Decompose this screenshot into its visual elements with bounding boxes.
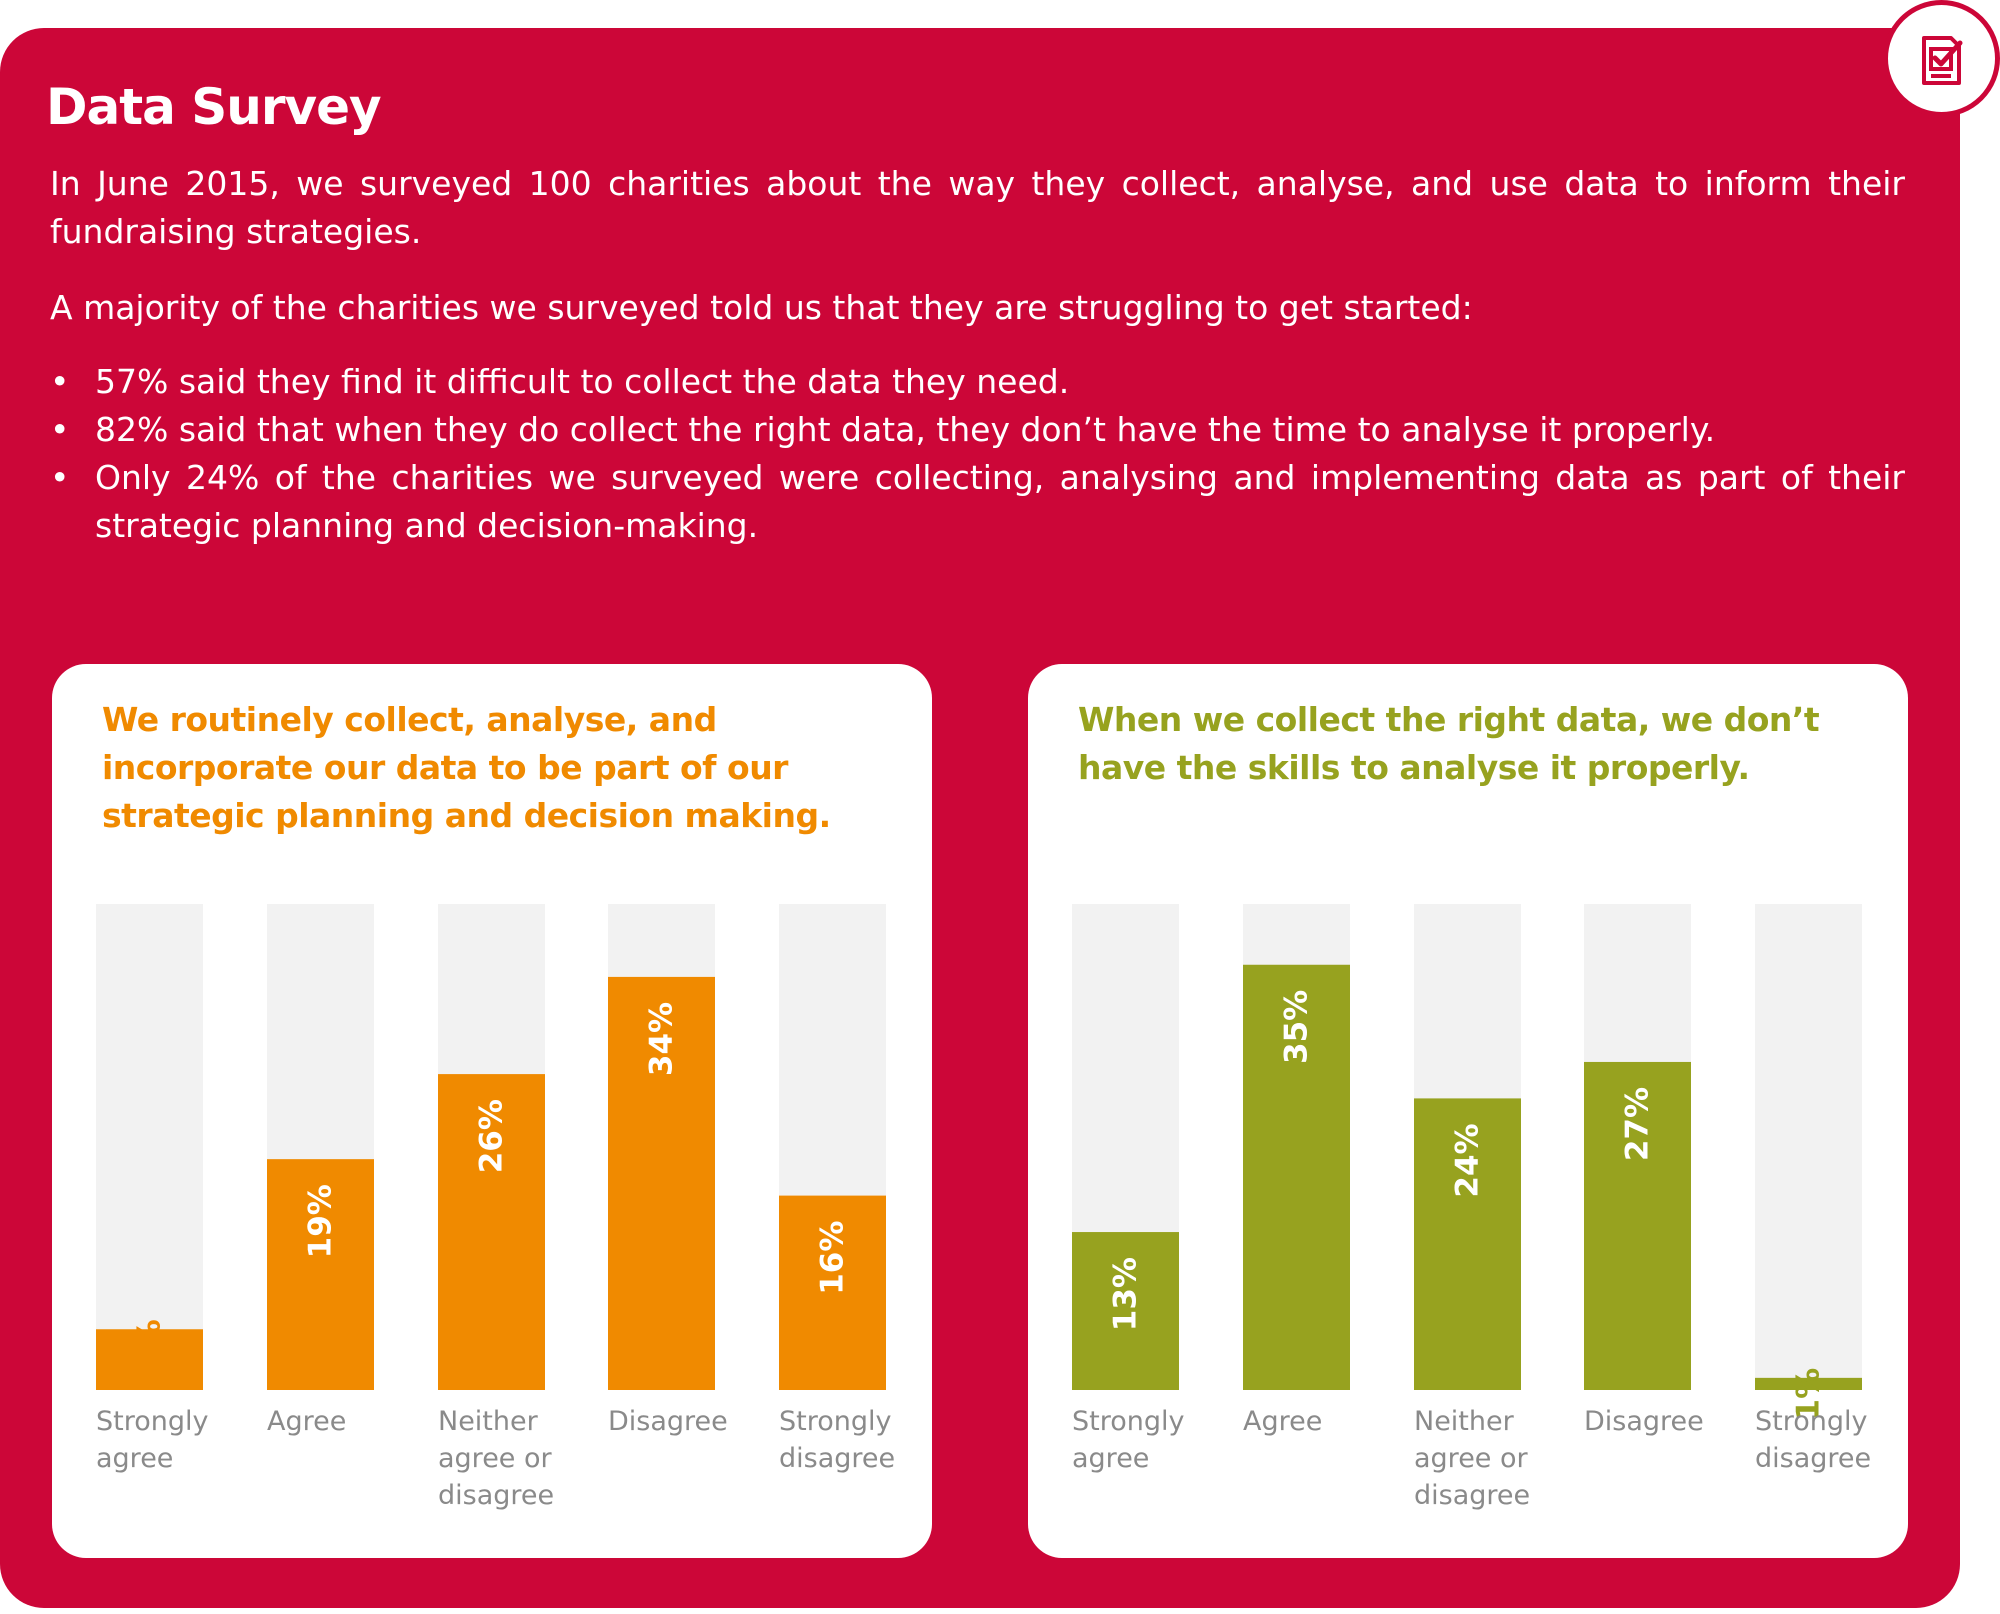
bar-track — [1755, 904, 1862, 1390]
category-label: disagree — [1755, 1443, 1871, 1474]
category-label: disagree — [779, 1443, 895, 1474]
category-label: Disagree — [1584, 1406, 1704, 1437]
page-title: Data Survey — [46, 78, 382, 136]
bar-value-label: 24% — [1450, 1123, 1486, 1197]
bar-value-label: 27% — [1620, 1087, 1656, 1161]
intro-paragraph: In June 2015, we surveyed 100 charities … — [50, 164, 1905, 251]
bar-value-label: 1% — [1791, 1368, 1827, 1421]
bar — [267, 1159, 374, 1390]
bar — [1072, 1232, 1179, 1390]
category-label: agree — [1072, 1443, 1149, 1474]
category-label: Strongly — [779, 1406, 892, 1437]
category-label: Strongly — [1755, 1406, 1868, 1437]
list-item: • 82% said that when they do collect the … — [50, 406, 1905, 454]
bar-chart-routine-use: 5% Strongly agree 19% Agree 26% Neither agree o… — [96, 904, 895, 1511]
bar — [779, 1195, 886, 1390]
chart-card-routine-use: We routinely collect, analyse, and incor… — [52, 664, 932, 1558]
category-label: Agree — [1243, 1406, 1322, 1437]
bullet-icon: • — [50, 362, 70, 401]
category-label: disagree — [438, 1480, 554, 1511]
findings-list: • 57% said they find it difficult to coll… — [50, 358, 1905, 550]
bar — [438, 1074, 545, 1390]
bar-value-label: 16% — [815, 1221, 851, 1295]
category-label: Neither — [438, 1406, 539, 1437]
bar-value-label: 26% — [474, 1099, 510, 1173]
bar — [1414, 1098, 1521, 1390]
bar — [1755, 1377, 1862, 1390]
list-item: • 57% said they find it difficult to coll… — [50, 358, 1905, 406]
bar-track — [96, 904, 203, 1390]
category-label: Strongly — [1072, 1406, 1185, 1437]
category-label: Agree — [267, 1406, 346, 1437]
bar-value-label: 13% — [1108, 1257, 1144, 1331]
category-label: Strongly — [96, 1406, 209, 1437]
category-label: disagree — [1414, 1480, 1530, 1511]
chart-title: We routinely collect, analyse, and incor… — [102, 700, 831, 835]
bar-value-label: 19% — [303, 1184, 339, 1258]
bar — [1584, 1061, 1691, 1390]
bar-value-label: 34% — [644, 1002, 680, 1076]
lead-paragraph: A majority of the charities we surveyed … — [50, 288, 1473, 327]
category-label: agree or — [1414, 1443, 1529, 1474]
bullet-icon: • — [50, 458, 70, 497]
bar — [1243, 964, 1350, 1390]
bullet-icon: • — [50, 410, 70, 449]
category-label: Disagree — [608, 1406, 728, 1437]
category-label: agree or — [438, 1443, 553, 1474]
category-label: Neither — [1414, 1406, 1515, 1437]
chart-title: When we collect the right data, we don’t… — [1078, 700, 1820, 787]
category-label: agree — [96, 1443, 173, 1474]
bar — [96, 1329, 203, 1390]
bar-chart-analysis-skills: 13% Strongly agree 35% Agree 24% Neither agree … — [1072, 904, 1871, 1511]
bar-value-label: 5% — [132, 1319, 168, 1372]
list-item: • Only 24% of the charities we surveyed w… — [50, 454, 1905, 550]
survey-checklist-icon — [1883, 0, 2000, 117]
bar-value-label: 35% — [1279, 990, 1315, 1064]
chart-card-analysis-skills: When we collect the right data, we don’t… — [1028, 664, 1908, 1558]
bar — [608, 976, 715, 1390]
